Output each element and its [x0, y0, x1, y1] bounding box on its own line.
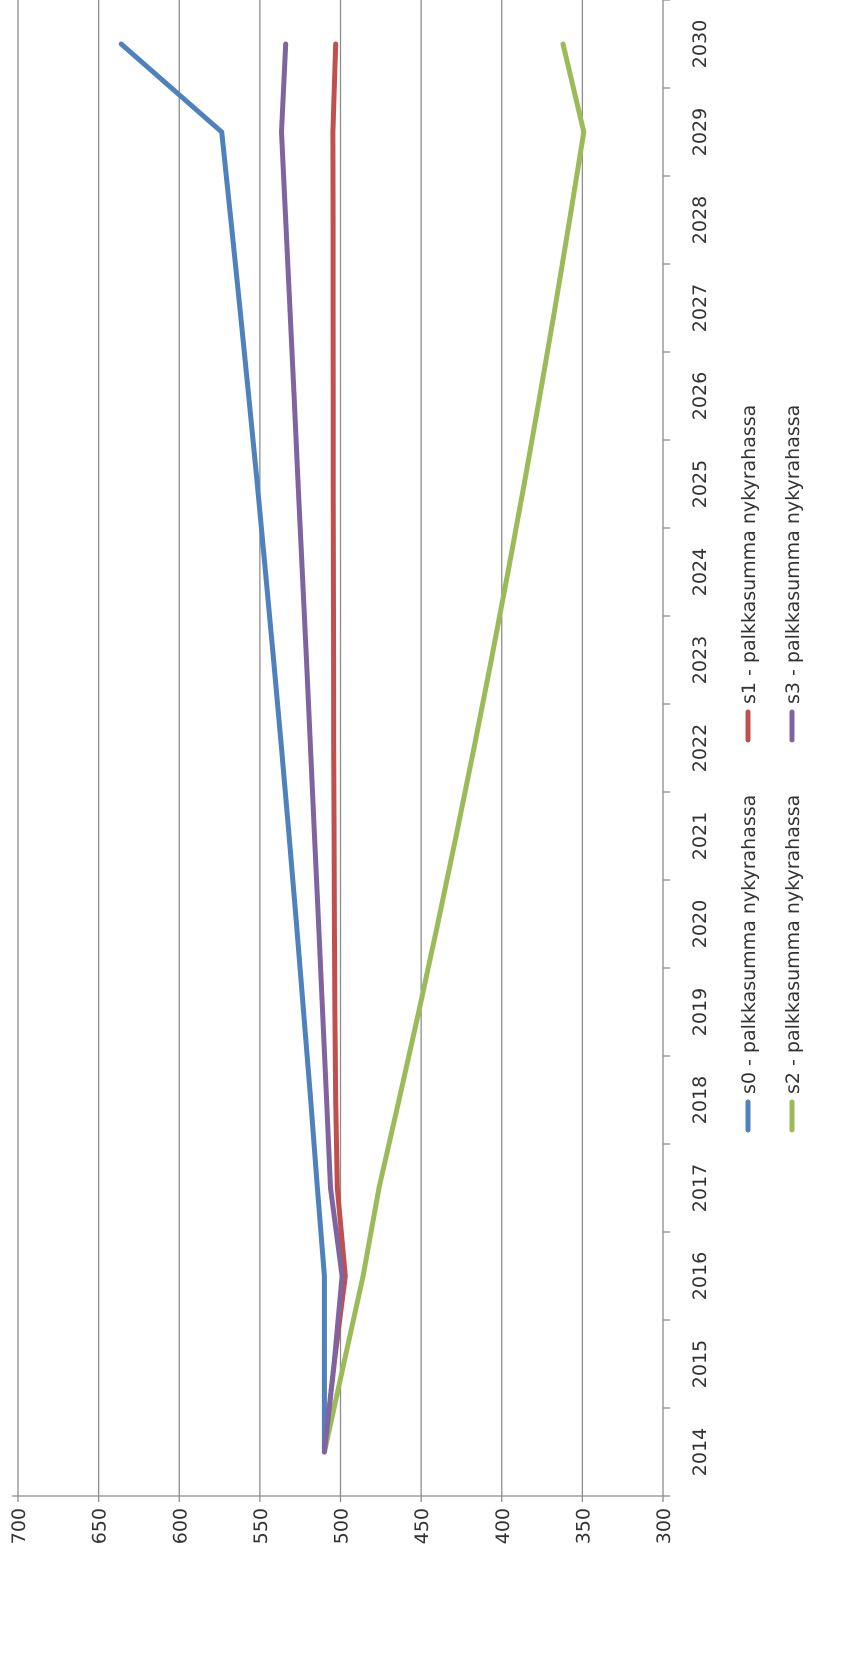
category-tick-label: 2016	[689, 1252, 711, 1300]
category-tick-label: 2025	[689, 460, 711, 508]
category-tick-label: 2018	[689, 1076, 711, 1124]
value-tick-label: 500	[331, 1508, 353, 1544]
legend-label-0: s0 - palkkasumma nykyrahassa	[738, 795, 760, 1094]
value-tick-label: 650	[89, 1508, 111, 1544]
category-tick-label: 2027	[689, 284, 711, 332]
grid-layer	[18, 0, 582, 1496]
value-tick-label: 600	[169, 1508, 191, 1544]
category-tick-label: 2021	[689, 812, 711, 860]
category-tick-label: 2020	[689, 900, 711, 948]
value-tick-label: 550	[250, 1508, 272, 1544]
category-tick-label: 2029	[689, 108, 711, 156]
category-tick-label: 2028	[689, 196, 711, 244]
legend-label-1: s1 - palkkasumma nykyrahassa	[738, 405, 760, 704]
legend-label-2: s2 - palkkasumma nykyrahassa	[782, 795, 804, 1094]
series-line-0	[121, 44, 324, 1452]
category-tick-label: 2019	[689, 988, 711, 1036]
value-tick-label: 700	[8, 1508, 30, 1544]
category-tick-label: 2030	[689, 20, 711, 68]
series-line-2	[324, 44, 583, 1452]
legend-layer: s0 - palkkasumma nykyrahassa s1 - palkkas…	[738, 405, 804, 1130]
category-tick-label: 2024	[689, 548, 711, 596]
category-tick-label: 2023	[689, 636, 711, 684]
series-line-1	[324, 44, 345, 1452]
legend-label-3: s3 - palkkasumma nykyrahassa	[782, 405, 804, 704]
value-tick-label: 450	[411, 1508, 433, 1544]
series-layer	[121, 44, 584, 1452]
value-tick-label: 400	[492, 1508, 514, 1544]
value-tick-label: 350	[572, 1508, 594, 1544]
category-tick-label: 2017	[689, 1164, 711, 1212]
axis-layer: 300 350 400 450 500 550 600 650 700 2014 2015 2016 2…	[8, 0, 711, 1544]
category-tick-label: 2022	[689, 724, 711, 772]
category-tick-label: 2015	[689, 1340, 711, 1388]
value-tick-label: 300	[653, 1508, 675, 1544]
category-tick-label: 2014	[689, 1428, 711, 1476]
category-tick-label: 2026	[689, 372, 711, 420]
